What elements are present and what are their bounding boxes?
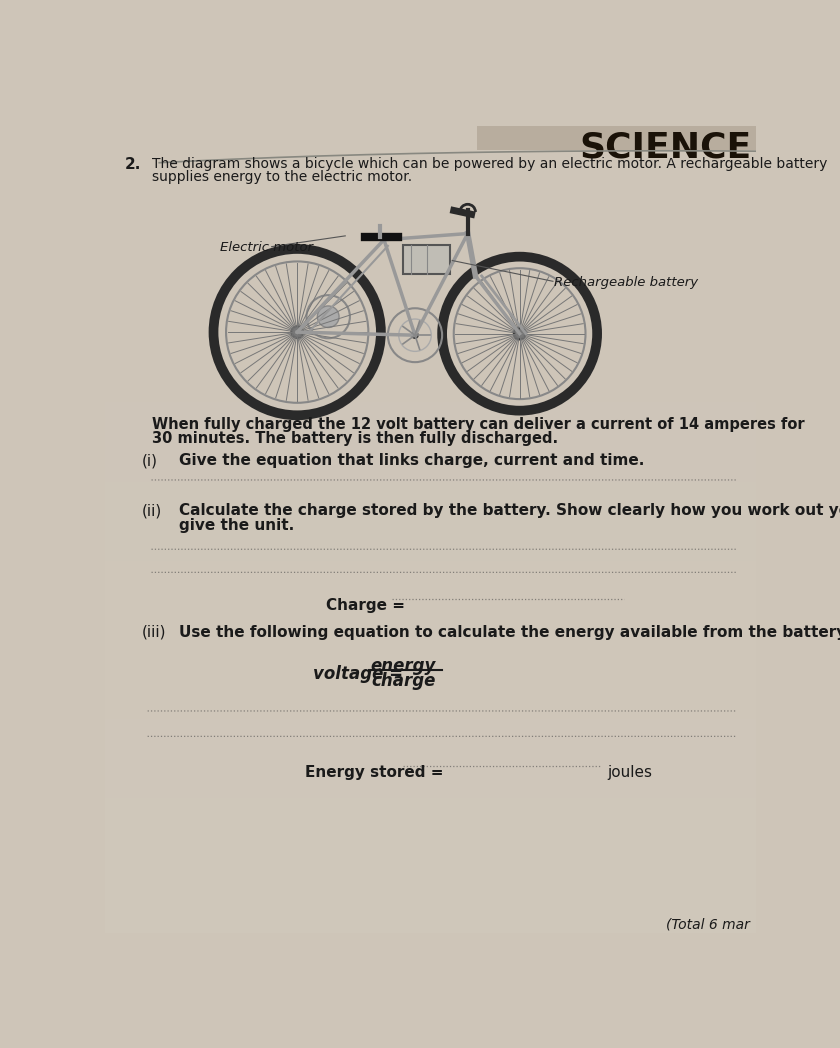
Bar — [477, 126, 764, 151]
Circle shape — [411, 331, 419, 340]
Text: Rechargeable battery: Rechargeable battery — [554, 276, 699, 289]
Text: 2.: 2. — [124, 156, 141, 172]
Circle shape — [291, 327, 302, 337]
Text: Use the following equation to calculate the energy available from the battery.: Use the following equation to calculate … — [179, 625, 840, 639]
Text: (i): (i) — [142, 453, 158, 468]
Text: Electric motor: Electric motor — [220, 241, 312, 255]
Text: joules: joules — [607, 765, 652, 780]
Circle shape — [318, 306, 339, 327]
Text: voltage =: voltage = — [312, 664, 402, 682]
Text: 30 minutes. The battery is then fully discharged.: 30 minutes. The battery is then fully di… — [151, 432, 558, 446]
Text: The diagram shows a bicycle which can be powered by an electric motor. A recharg: The diagram shows a bicycle which can be… — [151, 156, 827, 171]
Text: energy: energy — [370, 657, 436, 675]
Text: Calculate the charge stored by the battery. Show clearly how you work out your a: Calculate the charge stored by the batte… — [179, 503, 840, 518]
Text: Charge =: Charge = — [326, 597, 410, 613]
Text: charge: charge — [371, 673, 436, 691]
Circle shape — [514, 328, 525, 340]
Text: (ii): (ii) — [142, 503, 162, 518]
Text: supplies energy to the electric motor.: supplies energy to the electric motor. — [151, 170, 412, 183]
Text: Give the equation that links charge, current and time.: Give the equation that links charge, cur… — [179, 453, 644, 468]
Text: When fully charged the 12 volt battery can deliver a current of 14 amperes for: When fully charged the 12 volt battery c… — [151, 417, 804, 432]
Text: SCIENCE: SCIENCE — [580, 130, 752, 165]
Text: give the unit.: give the unit. — [179, 519, 294, 533]
FancyBboxPatch shape — [403, 245, 450, 275]
Text: (Total 6 mar: (Total 6 mar — [666, 917, 750, 932]
Text: (iii): (iii) — [142, 625, 166, 639]
Text: Energy stored =: Energy stored = — [305, 765, 449, 780]
